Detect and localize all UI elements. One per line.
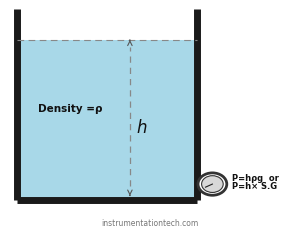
Text: P=h× S.G: P=h× S.G — [232, 182, 277, 191]
Circle shape — [202, 176, 223, 192]
Circle shape — [198, 173, 227, 195]
Text: instrumentationtech.com: instrumentationtech.com — [101, 219, 199, 228]
Text: h: h — [137, 119, 147, 137]
Text: P=hρg  or: P=hρg or — [232, 175, 279, 183]
Text: Density =ρ: Density =ρ — [38, 104, 103, 114]
Polygon shape — [16, 40, 196, 200]
